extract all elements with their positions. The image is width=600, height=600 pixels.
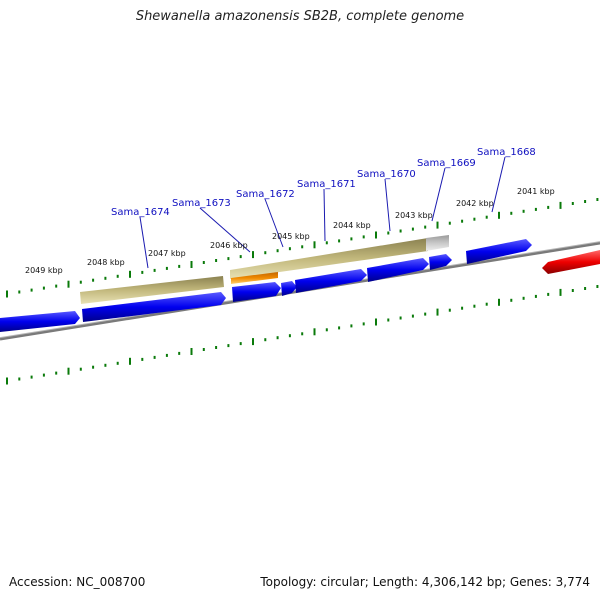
cds-arrow (295, 269, 367, 293)
kbp-label: 2049 kbp (25, 266, 63, 275)
kbp-label: 2047 kbp (148, 249, 186, 258)
feature-olive-left (80, 276, 224, 304)
kbp-label: 2048 kbp (87, 258, 125, 267)
kbp-label: 2045 kbp (272, 232, 310, 241)
kbp-label: 2042 kbp (456, 199, 494, 208)
callout-lines (139, 156, 506, 269)
tick-row-lower (6, 285, 599, 385)
kbp-label: 2041 kbp (517, 187, 555, 196)
cds-arrow (0, 311, 80, 332)
accession-text: Accession: NC_008700 (9, 575, 146, 589)
gene-label[interactable]: Sama_1671 (297, 179, 356, 190)
cds-arrow (232, 282, 281, 302)
gene-labels: Sama_1674 Sama_1673 Sama_1672 Sama_1671 … (111, 147, 536, 218)
kbp-labels: 2049 kbp 2048 kbp 2047 kbp 2046 kbp 2045… (25, 187, 555, 275)
gene-label[interactable]: Sama_1669 (417, 158, 476, 169)
gene-label[interactable]: Sama_1668 (477, 147, 536, 158)
kbp-label: 2046 kbp (210, 241, 248, 250)
feature-olive-right (230, 238, 428, 279)
cds-track (0, 239, 600, 332)
gene-label[interactable]: Sama_1670 (357, 169, 416, 180)
feature-grey (426, 235, 449, 251)
map-title: Shewanella amazonensis SB2B, complete ge… (135, 9, 465, 24)
gene-label[interactable]: Sama_1673 (172, 198, 231, 209)
kbp-label: 2044 kbp (333, 221, 371, 230)
cds-arrow (367, 258, 429, 282)
cds-arrow (429, 254, 452, 270)
tick-row-upper (6, 198, 599, 298)
cds-arrow (466, 239, 532, 264)
cds-arrow-highlight (542, 250, 600, 274)
feature-track (80, 235, 449, 304)
gene-label[interactable]: Sama_1672 (236, 189, 295, 200)
cds-arrow (281, 281, 297, 296)
cds-arrow (82, 292, 226, 322)
genome-summary-text: Topology: circular; Length: 4,306,142 bp… (260, 575, 590, 589)
feature-orange (231, 272, 278, 284)
kbp-label: 2043 kbp (395, 211, 433, 220)
gene-label[interactable]: Sama_1674 (111, 207, 170, 218)
